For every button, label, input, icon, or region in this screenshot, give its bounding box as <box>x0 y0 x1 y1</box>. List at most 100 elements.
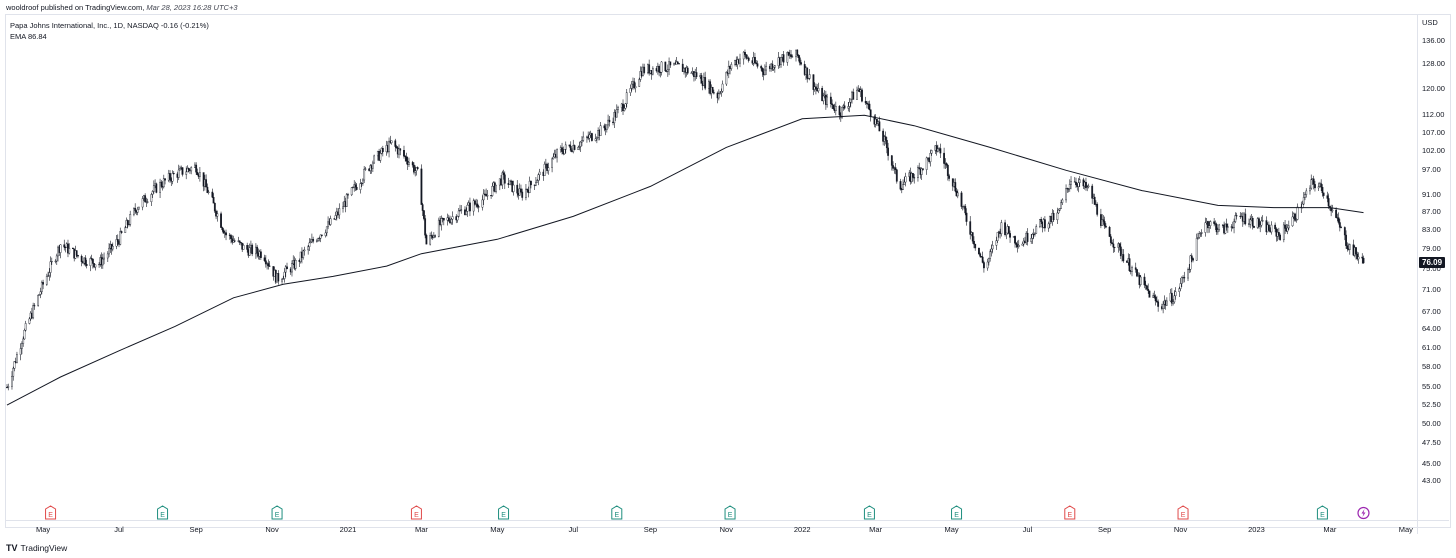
candle-body <box>1314 184 1316 189</box>
candle-body <box>169 173 171 180</box>
candle-body <box>359 183 362 190</box>
candle-body <box>1291 216 1294 227</box>
candle-body <box>1253 225 1255 228</box>
publication-text: published on TradingView.com, <box>40 3 145 12</box>
price-change: -0.16 (-0.21%) <box>160 21 209 30</box>
candle-body <box>198 172 201 177</box>
candle-body <box>577 147 580 150</box>
candle-body <box>930 150 933 154</box>
time-tick-label: May <box>944 525 959 534</box>
candle-body <box>268 265 271 267</box>
ema-value: 86.84 <box>27 32 47 41</box>
candle-body <box>19 348 22 355</box>
candle-body <box>821 88 824 102</box>
candle-body <box>1134 267 1137 270</box>
candle-body <box>1103 221 1106 227</box>
earnings-event-icon[interactable]: E <box>498 505 510 520</box>
candle-body <box>1357 256 1360 260</box>
candle-body <box>866 102 868 105</box>
candle-body <box>730 64 733 69</box>
earnings-event-icon[interactable]: E <box>611 505 623 520</box>
time-tick-label: May <box>1398 525 1413 534</box>
candle-body <box>1326 195 1329 199</box>
tradingview-brand[interactable]: TV TradingView <box>6 543 67 553</box>
candle-body <box>1335 209 1338 218</box>
candle-body <box>38 294 41 296</box>
candle-body <box>150 194 153 203</box>
candle-body <box>1320 183 1323 188</box>
candle-body <box>1148 290 1151 298</box>
candle-body <box>841 106 843 118</box>
candle-body <box>989 251 992 259</box>
candle-body <box>780 57 782 65</box>
candle-body <box>187 168 190 170</box>
candle-body <box>638 79 641 87</box>
candles <box>6 49 1365 391</box>
svg-text:E: E <box>501 512 506 519</box>
earnings-event-icon[interactable]: E <box>410 505 422 520</box>
candle-body <box>1355 247 1357 255</box>
candle-body <box>582 136 585 141</box>
candle-body <box>807 78 810 80</box>
candle-body <box>815 86 817 90</box>
symbol-legend-row[interactable]: Papa Johns International, Inc., 1D, NASD… <box>10 20 209 31</box>
candle-body <box>829 96 832 104</box>
earnings-event-icon[interactable]: E <box>951 505 963 520</box>
candle-body <box>954 182 957 192</box>
candle-body <box>1032 234 1035 236</box>
candle-body <box>432 235 435 238</box>
svg-text:E: E <box>414 512 419 519</box>
flash-event-icon[interactable] <box>1357 506 1370 520</box>
candle-body <box>404 155 407 157</box>
candle-body <box>459 210 461 212</box>
earnings-event-icon[interactable]: E <box>1177 505 1189 520</box>
candle-body <box>1251 217 1254 227</box>
candle-body <box>264 260 267 265</box>
candle-body <box>875 118 878 124</box>
candle-body <box>556 149 558 158</box>
time-tick-label: 2023 <box>1248 525 1265 534</box>
candle-body <box>451 216 454 220</box>
candle-body <box>1065 188 1067 201</box>
svg-text:E: E <box>1067 512 1072 519</box>
time-tick-label: Jul <box>1022 525 1033 534</box>
earnings-event-icon[interactable]: E <box>724 505 736 520</box>
currency-label: USD <box>1422 18 1438 27</box>
candle-body <box>1187 269 1189 279</box>
ema-legend-row[interactable]: EMA 86.84 <box>10 31 209 42</box>
candle-body <box>1128 258 1131 272</box>
candle-body <box>1165 300 1168 306</box>
candle-body <box>294 260 297 269</box>
candle-body <box>1327 198 1330 207</box>
candle-body <box>362 179 364 184</box>
candle-body <box>935 145 938 152</box>
candle-body <box>832 104 835 109</box>
candle-body <box>98 264 100 266</box>
candle-body <box>1143 276 1146 286</box>
candle-body <box>1009 233 1011 238</box>
earnings-event-icon[interactable]: E <box>863 505 875 520</box>
chart-frame <box>5 14 1451 528</box>
candle-body <box>159 181 161 193</box>
candle-body <box>1188 269 1191 271</box>
candle-body <box>1075 181 1077 186</box>
earnings-event-icon[interactable]: E <box>45 505 57 520</box>
candle-body <box>1139 276 1142 285</box>
time-tick-label: Jul <box>568 525 579 534</box>
candle-body <box>220 213 222 228</box>
candle-body <box>948 175 950 179</box>
candle-body <box>85 264 88 266</box>
candle-body <box>929 153 932 162</box>
candle-body <box>1213 221 1216 224</box>
earnings-event-icon[interactable]: E <box>157 505 169 520</box>
candle-body <box>49 261 52 273</box>
candle-body <box>569 145 572 151</box>
candle-body <box>1190 255 1193 259</box>
price-tick-label: 55.00 <box>1422 382 1441 392</box>
earnings-event-icon[interactable]: E <box>1064 505 1076 520</box>
candle-body <box>373 155 376 164</box>
earnings-event-icon[interactable]: E <box>271 505 283 520</box>
candle-body <box>33 305 36 307</box>
earnings-event-icon[interactable]: E <box>1316 505 1328 520</box>
